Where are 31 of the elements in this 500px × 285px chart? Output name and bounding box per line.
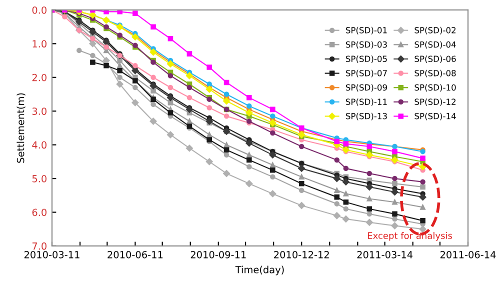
legend-label: SP(SD)-07 [346,70,387,78]
legend-label: SP(SD)-06 [414,56,456,63]
legend-label: SP(SD)-11 [346,98,387,106]
legend-label: SP(SD)-03 [346,41,387,49]
legend-label: SP(SD)-01 [346,26,387,34]
x-tick-label: 2010-09-11 [190,250,246,258]
x-tick-label: 2010-06-11 [108,250,163,258]
legend-label: SP(SD)-04 [414,41,456,49]
y-tick-label: 4.0 [32,141,46,149]
y-tick-label: 3.0 [32,108,46,115]
x-tick-label: 2011-03-14 [357,250,413,258]
x-tick-label: 2010-03-11 [24,250,80,258]
y-tick-label: 1.0 [32,40,46,48]
y-tick-label: 6.0 [32,208,46,216]
legend-label: SP(SD)-13 [346,112,387,120]
y-axis-title: Settlement(m) [16,93,26,163]
legend-label: SP(SD)-09 [346,84,387,92]
y-tick-label: 0.0 [32,6,46,14]
legend-label: SP(SD)-12 [414,98,456,106]
legend-label: SP(SD)-02 [414,26,456,34]
x-tick-label: 2010-12-12 [274,250,329,258]
y-tick-label: 5.0 [32,175,46,182]
x-tick-label: 2011-06-14 [440,250,496,258]
x-axis-title: Time(day) [235,266,284,276]
legend-label: SP(SD)-05 [346,56,387,63]
y-tick-label: 2.0 [32,74,46,82]
legend-label: SP(SD)-10 [414,84,456,92]
y-tick-label: 7.0 [32,242,46,250]
annotation: Except for analysis [368,232,452,241]
legend-label: SP(SD)-14 [414,112,456,120]
legend-label: SP(SD)-08 [414,70,456,78]
